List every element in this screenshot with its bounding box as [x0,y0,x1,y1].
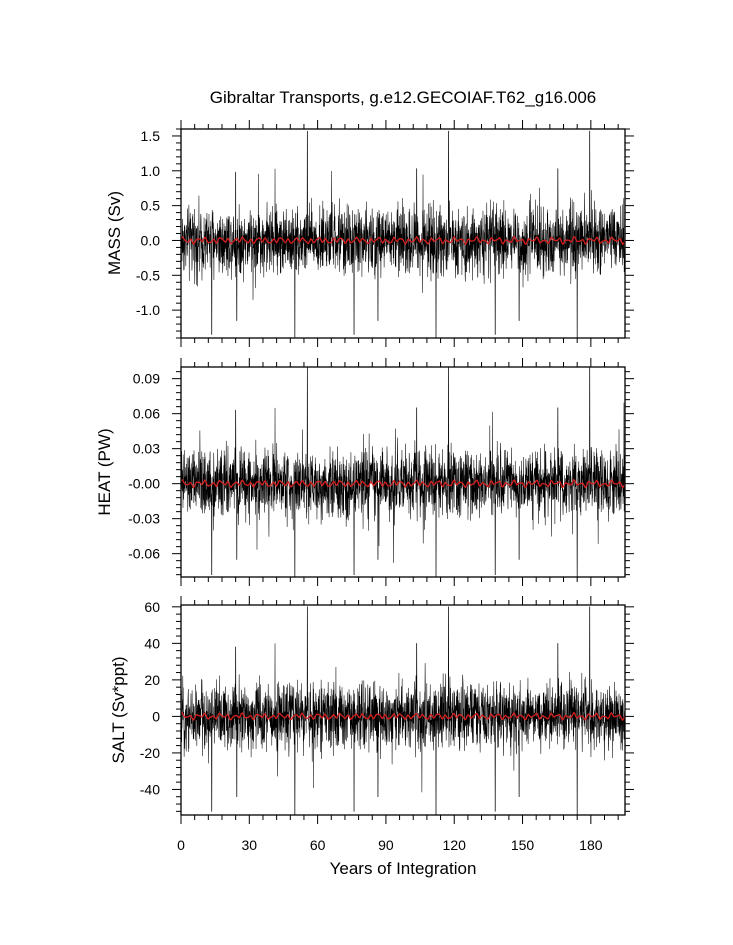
x-tick-label: 150 [511,837,535,853]
panel-plot-area [180,366,626,578]
x-tick-label: 90 [378,837,394,853]
y-tick-label: -20 [140,745,160,761]
y-tick-label: 0.03 [133,441,160,457]
panel-salt: SALT (Sv*ppt) -40 -20 0 20 40 60 [109,596,634,824]
series-smoothed-line [180,235,626,246]
y-tick-label: 0.0 [141,232,161,248]
panel-plot-area [180,130,626,339]
panel-ticks: -0.06 -0.03 -0.00 0.03 0.06 0.09 [128,358,634,586]
y-tick-label: 20 [144,672,160,688]
panel-frame [180,128,626,339]
series-raw-line [180,130,626,339]
y-tick-label: 60 [144,599,160,615]
panel-ylabel: HEAT (PW) [95,428,114,515]
y-tick-label: 0.06 [133,406,160,422]
x-tick-label: 180 [579,837,603,853]
y-tick-label: -0.5 [136,267,160,283]
panel-ticks: -1.0 -0.5 0.0 0.5 1.0 1.5 [136,120,634,347]
x-tick-labels: 0 30 60 90 120 150 180 [177,837,603,853]
y-tick-label: -0.06 [128,546,160,562]
panel-frame [180,366,626,578]
x-tick-label: 30 [242,837,258,853]
y-tick-label: -0.00 [128,476,160,492]
series-smoothed-line [180,711,626,722]
y-tick-label: -1.0 [136,302,160,318]
y-tick-label: -0.03 [128,511,160,527]
panel-plot-area [180,606,626,816]
x-tick-label: 60 [310,837,326,853]
panel-ylabel: MASS (Sv) [105,191,124,275]
series-smoothed-line [180,478,626,489]
y-tick-label: 0.09 [133,371,160,387]
panel-mass: MASS (Sv) -1.0 -0.5 0.0 0.5 1.0 1.5 [105,120,634,347]
panel-ticks: -40 -20 0 20 40 60 [140,596,634,824]
x-axis-label: Years of Integration [330,859,477,878]
y-tick-label: 1.5 [141,128,161,144]
x-tick-label: 0 [177,837,185,853]
y-tick-label: 0.5 [141,198,161,214]
series-raw-line [180,366,626,578]
x-tick-label: 120 [443,837,467,853]
y-tick-label: 1.0 [141,163,161,179]
y-tick-label: -40 [140,781,160,797]
y-tick-label: 0 [152,708,160,724]
y-tick-label: 40 [144,635,160,651]
series-raw-line [180,606,626,816]
panel-heat: HEAT (PW) -0.06 -0.03 -0.00 0.03 0.06 0.09 [95,358,634,586]
panel-ylabel: SALT (Sv*ppt) [109,656,128,763]
chart-title: Gibraltar Transports, g.e12.GECOIAF.T62_… [210,88,596,107]
panel-frame [180,604,626,816]
